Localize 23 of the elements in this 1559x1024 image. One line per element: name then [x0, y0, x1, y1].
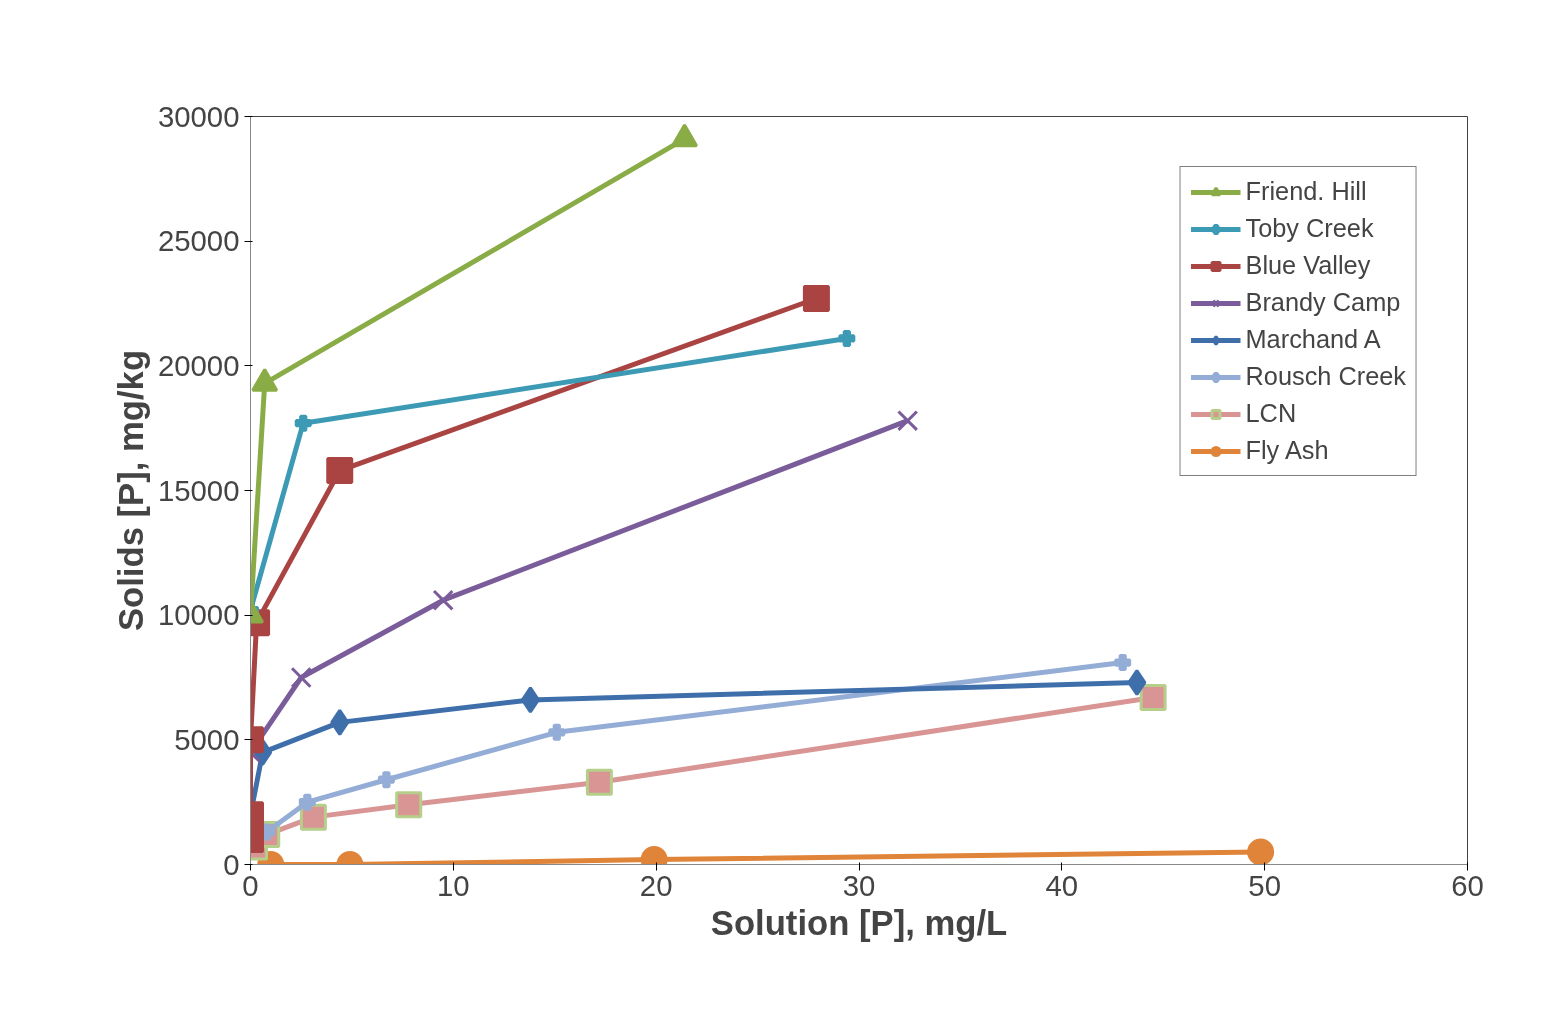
- y-tick-label: 20000: [157, 348, 240, 382]
- legend-label: Blue Valley: [1245, 251, 1371, 280]
- x-tick-label: 30: [842, 868, 876, 902]
- x-tick-label: 60: [1451, 868, 1484, 902]
- legend-label: Brandy Camp: [1245, 288, 1401, 317]
- x-tick-label: 20: [639, 868, 673, 902]
- y-tick-label: 5000: [174, 722, 240, 756]
- y-tick-label: 10000: [157, 598, 240, 632]
- legend-label: Rousch Creek: [1245, 362, 1406, 391]
- x-axis-title: Solution [P], mg/L: [710, 903, 1008, 942]
- y-tick-label: 15000: [157, 473, 240, 507]
- legend-label: Fly Ash: [1245, 436, 1329, 465]
- legend-label: Friend. Hill: [1245, 177, 1367, 206]
- legend-label: LCN: [1245, 399, 1297, 428]
- y-tick-label: 30000: [157, 99, 240, 133]
- x-tick-label: 50: [1248, 868, 1281, 902]
- x-tick-label: 10: [437, 868, 470, 902]
- x-tick-label: 40: [1045, 868, 1079, 902]
- y-axis-title: Solids [P], mg/kg: [111, 349, 150, 632]
- legend-label: Marchand A: [1245, 325, 1381, 354]
- legend-label: Toby Creek: [1245, 214, 1374, 243]
- y-tick-label: 0: [223, 847, 240, 881]
- y-tick-label: 25000: [157, 224, 240, 258]
